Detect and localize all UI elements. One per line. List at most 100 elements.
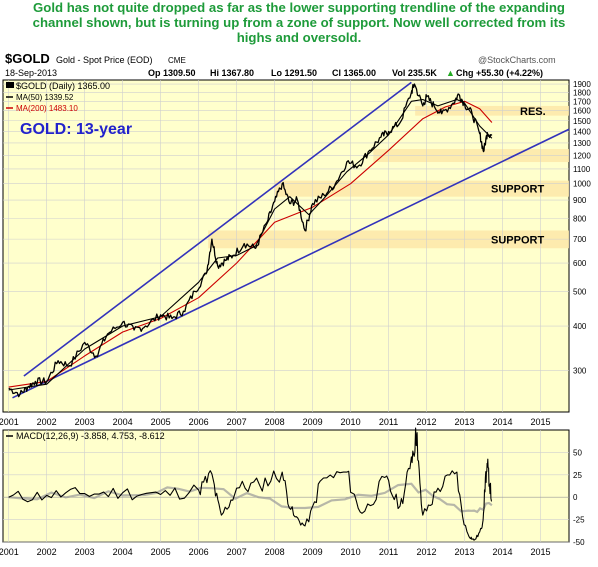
macd-histogram [8, 482, 493, 514]
exchange-label: CME [168, 56, 186, 65]
channel-trendline-lower [12, 128, 570, 399]
zone-label-0: RES. [520, 106, 546, 118]
macd-x-tick-label: 2006 [189, 547, 209, 557]
date-label: 18-Sep-2013 [5, 68, 57, 78]
price-x-tick-label: 2007 [227, 417, 247, 427]
price-x-tick-label: 2011 [379, 417, 398, 427]
price-x-tick-label: 2010 [341, 417, 361, 427]
price-line [8, 83, 493, 398]
macd-tick-label: 0 [573, 493, 578, 502]
description-label: Gold - Spot Price (EOD) [56, 55, 153, 65]
macd-x-tick-label: 2004 [113, 547, 133, 557]
price-x-tick-label: 2003 [75, 417, 95, 427]
symbol-label: $GOLD [5, 51, 50, 66]
macd-x-tick-label: 2015 [530, 547, 550, 557]
macd-gridlines [3, 430, 569, 543]
macd-x-tick-label: 2009 [303, 547, 323, 557]
zone-labels: RES. SUPPORT SUPPORT [491, 106, 546, 247]
change-arrow-icon: ▲ [446, 68, 455, 78]
price-x-tick-label: 2008 [265, 417, 285, 427]
macd-series [8, 427, 493, 541]
macd-title: MACD(12,26,9) -3.858, 4.753, -8.612 [16, 431, 165, 441]
price-tick-label: 1800 [573, 88, 591, 97]
legend-swatch-price [6, 82, 14, 88]
macd-tick-label: 50 [573, 448, 582, 457]
macd-tick-label: 25 [573, 471, 582, 480]
ma50-line [8, 98, 493, 391]
price-tick-label: 1500 [573, 117, 591, 126]
headline-line-1: Gold has not quite dropped as far as the… [33, 0, 565, 15]
channel-trendline-upper [23, 81, 412, 377]
price-axis-labels: 300 400 500 600 700 800 900 1000 1100 1200 1300 140… [573, 80, 591, 376]
price-tick-label: 900 [573, 196, 587, 205]
price-x-tick-label: 2002 [37, 417, 57, 427]
price-tick-label: 1600 [573, 107, 591, 116]
macd-axis-labels: -50 -25 0 25 50 [573, 448, 585, 547]
price-tick-label: 500 [573, 287, 587, 296]
price-tick-label: 400 [573, 322, 587, 331]
headline: Gold has not quite dropped as far as the… [0, 0, 598, 45]
macd-x-tick-label: 2005 [151, 547, 171, 557]
price-panel: RES. SUPPORT SUPPORT 300 400 500 600 700 800 900… [2, 79, 591, 413]
macd-tick-label: -25 [573, 516, 585, 525]
macd-x-tick-label: 2011 [379, 547, 398, 557]
price-tick-label: 1100 [573, 165, 591, 174]
change-label: Chg +55.30 (+4.22%) [456, 68, 543, 78]
price-tick-label: 700 [573, 235, 587, 244]
price-tick-label: 600 [573, 259, 587, 268]
macd-x-axis-labels: 2001 2002 2003 2004 2005 2006 2007 2008 2009 2010… [0, 547, 551, 557]
legend-ma50: MA(50) 1339.52 [16, 93, 74, 102]
macd-x-tick-label: 2008 [265, 547, 285, 557]
legend-price: $GOLD (Daily) 1365.00 [16, 81, 110, 91]
price-x-tick-label: 2005 [151, 417, 171, 427]
price-tick-label: 300 [573, 367, 587, 376]
price-tick-label: 1300 [573, 139, 591, 148]
macd-x-tick-label: 2002 [37, 547, 57, 557]
price-tick-label: 1200 [573, 151, 591, 160]
legend-ma200: MA(200) 1483.10 [16, 104, 78, 113]
price-x-tick-label: 2004 [113, 417, 133, 427]
macd-x-tick-label: 2001 [0, 547, 19, 557]
macd-x-tick-label: 2013 [455, 547, 475, 557]
low-label: Lo 1291.50 [271, 68, 317, 78]
price-tick-label: 1900 [573, 80, 591, 89]
price-x-axis-labels: 2001 2002 2003 2004 2005 2006 2007 2008 2009 2010… [0, 417, 551, 427]
price-x-tick-label: 2013 [455, 417, 475, 427]
high-label: Hi 1367.80 [210, 68, 254, 78]
price-tick-label: 1700 [573, 97, 591, 106]
chart-title: GOLD: 13-year [20, 121, 132, 138]
macd-tick-label: -50 [573, 538, 585, 547]
price-x-tick-label: 2012 [417, 417, 437, 427]
close-label: Cl 1365.00 [332, 68, 376, 78]
price-series [8, 83, 493, 398]
headline-line-2: channel shown, but is turning up from a … [32, 15, 566, 30]
volume-label: Vol 235.5K [392, 68, 437, 78]
macd-panel: -50 -25 0 25 50 MACD(12,26,9) -3.858, 4.753,… [2, 427, 585, 547]
trendlines [12, 81, 570, 399]
zone-label-2: SUPPORT [491, 234, 544, 246]
open-label: Op 1309.50 [148, 68, 196, 78]
price-tick-label: 800 [573, 214, 587, 223]
price-x-tick-label: 2014 [493, 417, 513, 427]
price-gridlines [3, 80, 569, 412]
headline-line-3: highs and oversold. [236, 30, 362, 45]
price-x-tick-label: 2015 [530, 417, 550, 427]
price-x-tick-label: 2009 [303, 417, 323, 427]
macd-x-tick-label: 2010 [341, 547, 361, 557]
zone-label-1: SUPPORT [491, 184, 544, 196]
chart-header: $GOLD Gold - Spot Price (EOD) CME @Stock… [5, 51, 556, 78]
price-tick-label: 1000 [573, 180, 591, 189]
price-legend: $GOLD (Daily) 1365.00 MA(50) 1339.52 MA(… [6, 81, 110, 113]
macd-x-tick-label: 2007 [227, 547, 247, 557]
macd-x-tick-label: 2003 [75, 547, 95, 557]
macd-x-tick-label: 2012 [417, 547, 437, 557]
macd-line [8, 427, 493, 541]
price-tick-label: 1400 [573, 127, 591, 136]
macd-x-tick-label: 2014 [493, 547, 513, 557]
price-x-tick-label: 2001 [0, 417, 19, 427]
watermark: @StockCharts.com [478, 55, 556, 65]
price-x-tick-label: 2006 [189, 417, 209, 427]
ma200-line [8, 100, 493, 388]
